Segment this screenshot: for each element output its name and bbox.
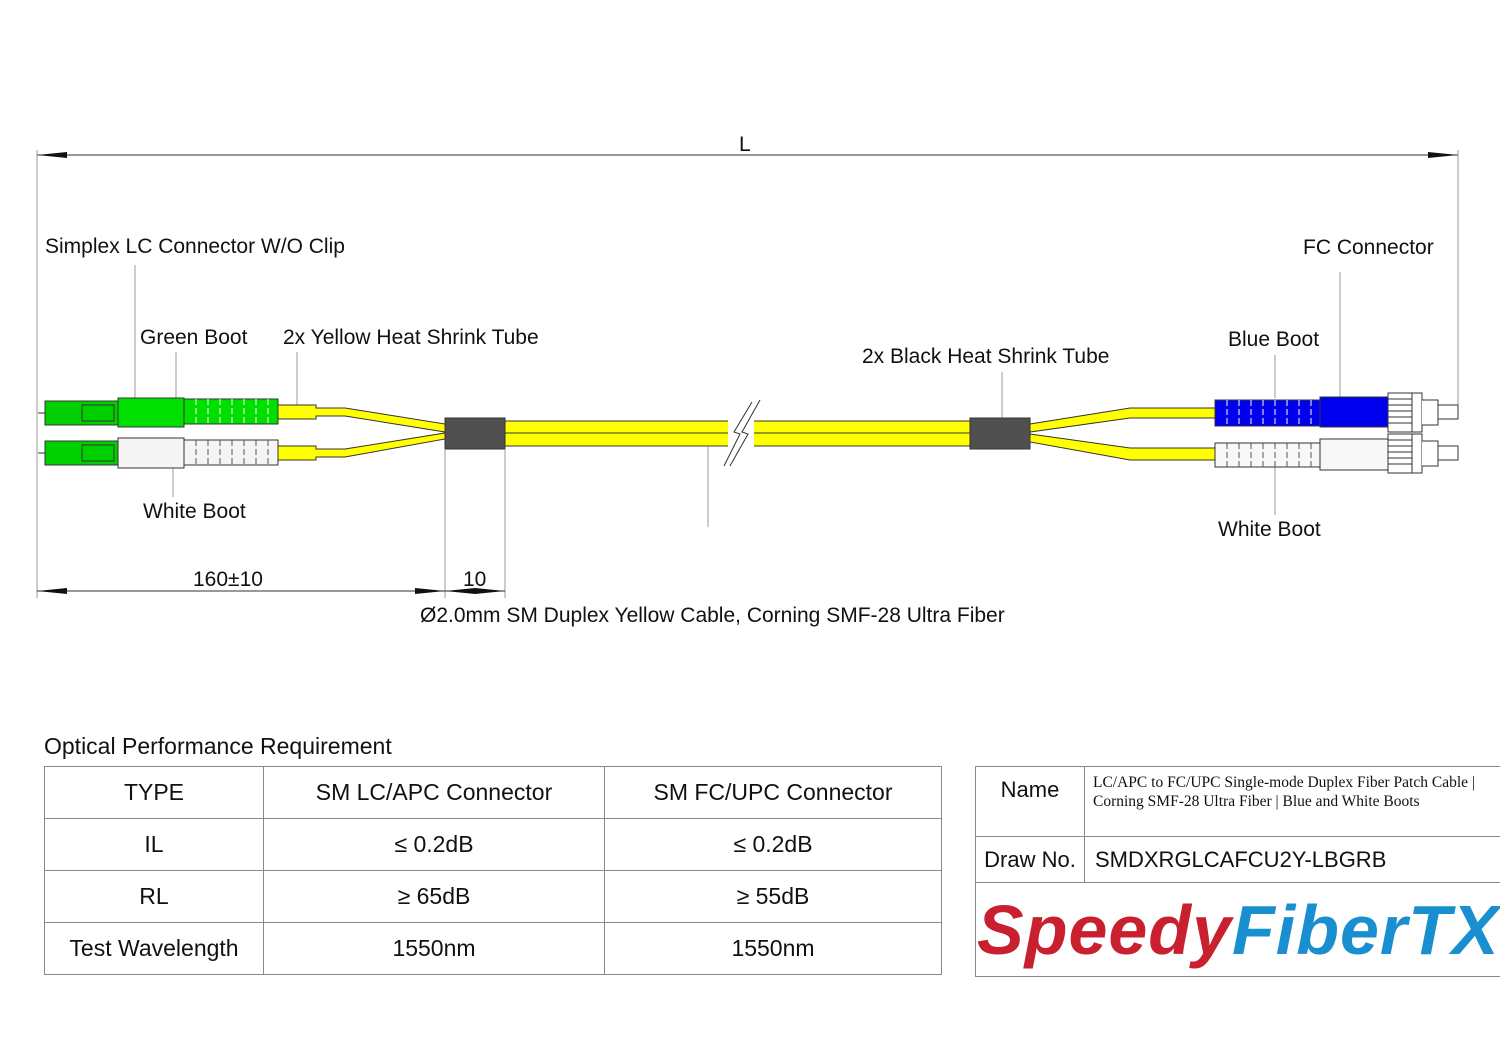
draw-label: Draw No. [975, 836, 1085, 883]
leader-lines [134, 265, 1341, 598]
title-block: Name LC/APC to FC/UPC Single-mode Duplex… [975, 766, 1500, 977]
logo-speedy: Speedy [977, 890, 1232, 969]
header-lc: SM LC/APC Connector [263, 766, 605, 819]
cell: RL [44, 870, 264, 923]
table-row: IL ≤ 0.2dB ≤ 0.2dB [44, 818, 942, 871]
label-blue-boot: Blue Boot [1228, 328, 1320, 351]
label-white-boot-right: White Boot [1218, 518, 1321, 541]
label-black-tube: 2x Black Heat Shrink Tube [862, 345, 1110, 368]
label-lc-connector: Simplex LC Connector W/O Clip [45, 235, 345, 258]
green-boot [117, 397, 185, 428]
logo: SpeedyFiberTX [975, 882, 1500, 977]
fc-connector-bottom [1214, 433, 1459, 474]
dim-breakout: 160±10 [193, 568, 263, 591]
name-value: LC/APC to FC/UPC Single-mode Duplex Fibe… [1084, 766, 1500, 837]
table-row: Test Wavelength 1550nm 1550nm [44, 922, 942, 975]
header-type: TYPE [44, 766, 264, 819]
label-green-boot: Green Boot [140, 326, 248, 349]
performance-title: Optical Performance Requirement [44, 733, 392, 759]
label-yellow-tube: 2x Yellow Heat Shrink Tube [283, 326, 539, 349]
name-label: Name [975, 766, 1085, 837]
white-boot-left [117, 437, 185, 469]
cell: ≤ 0.2dB [263, 818, 605, 871]
cell: 1550nm [263, 922, 605, 975]
lc-connector-bottom [38, 437, 279, 469]
blue-boot [1319, 396, 1389, 428]
table-row: RL ≥ 65dB ≥ 55dB [44, 870, 942, 923]
length-label: L [739, 133, 751, 156]
cell: ≤ 0.2dB [604, 818, 942, 871]
white-boot-right [1319, 438, 1389, 471]
label-white-boot-left: White Boot [143, 500, 246, 523]
cell: 1550nm [604, 922, 942, 975]
cable-caption: Ø2.0mm SM Duplex Yellow Cable, Corning S… [420, 604, 1005, 627]
dim-tube: 10 [463, 568, 487, 591]
length-dimension [36, 150, 1459, 598]
black-heat-shrink-right [969, 417, 1031, 450]
black-heat-shrink-left [444, 417, 506, 450]
cable-break [723, 399, 761, 467]
cell: ≥ 65dB [263, 870, 605, 923]
lc-connector-top [38, 397, 279, 428]
fc-connector-top [1214, 392, 1459, 433]
draw-value: SMDXRGLCAFCU2Y-LBGRB [1084, 836, 1500, 883]
cell: Test Wavelength [44, 922, 264, 975]
cable-drawing [36, 150, 1459, 598]
cell: ≥ 55dB [604, 870, 942, 923]
logo-fibertx: FiberTX [1232, 890, 1500, 969]
performance-table: TYPE SM LC/APC Connector SM FC/UPC Conne… [44, 766, 942, 975]
label-fc-connector: FC Connector [1303, 236, 1434, 259]
table-header-row: TYPE SM LC/APC Connector SM FC/UPC Conne… [44, 766, 942, 819]
header-fc: SM FC/UPC Connector [604, 766, 942, 819]
cell: IL [44, 818, 264, 871]
